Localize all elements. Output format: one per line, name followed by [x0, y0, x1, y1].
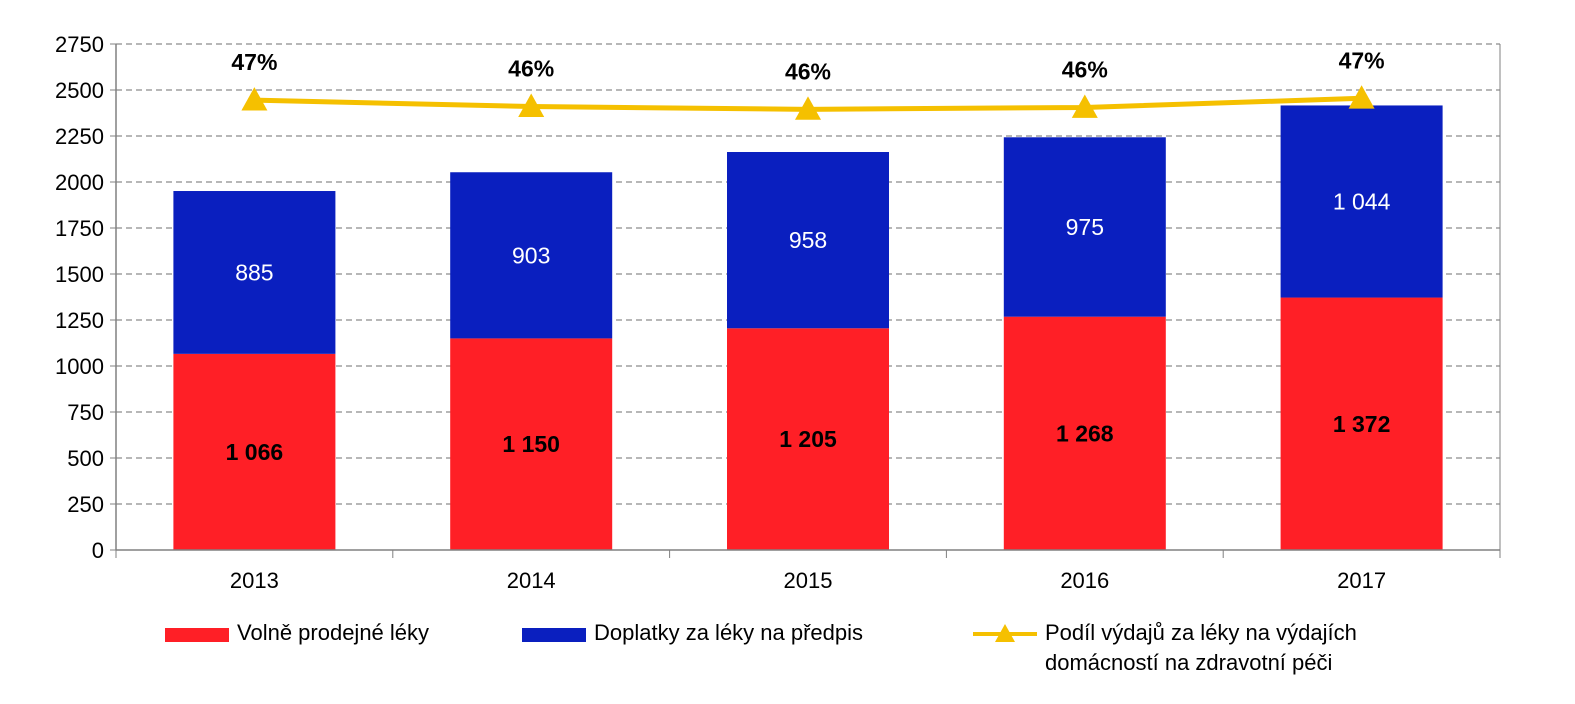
legend-item-podil: Podíl výdajů za léky na výdajích domácno… — [973, 618, 1357, 678]
legend-label-podil-line2: domácností na zdravotní péči — [1045, 650, 1333, 675]
bar-doplatky-2013 — [173, 191, 336, 354]
triangle-marker-icon — [241, 87, 268, 111]
y-tick-label: 1250 — [55, 308, 104, 333]
data-label-doplatky: 958 — [789, 227, 827, 253]
y-tick-label: 2250 — [55, 124, 104, 149]
share-label: 47% — [231, 49, 277, 75]
data-label-volne: 1 268 — [1056, 420, 1114, 446]
bar-volne-2015 — [727, 328, 889, 550]
x-tick-label: 2014 — [507, 568, 556, 593]
bar-volne-2014 — [450, 338, 613, 550]
triangle-marker-icon — [1348, 85, 1375, 109]
legend-item-volne: Volně prodejné léky — [165, 618, 429, 648]
share-line — [241, 85, 1375, 120]
legend-swatch-doplatky — [522, 628, 586, 642]
y-tick-label: 2500 — [55, 78, 104, 103]
legend-label-podil-line1: Podíl výdajů za léky na výdajích — [1045, 620, 1357, 645]
triangle-marker-icon — [995, 624, 1015, 642]
axes: 0 250 500 750 1000 1250 1500 1750 2000 2250 2500 27… — [55, 32, 1501, 593]
triangle-marker-icon — [795, 96, 821, 120]
y-tick-label: 1000 — [55, 354, 104, 379]
bar-volne-2016 — [1003, 316, 1166, 550]
x-tick-label: 2015 — [784, 568, 833, 593]
data-label-volne: 1 205 — [779, 426, 837, 452]
legend-label-volne: Volně prodejné léky — [237, 620, 430, 645]
share-label: 46% — [508, 56, 554, 82]
bar-volne-2013 — [173, 353, 336, 550]
data-label-doplatky: 975 — [1066, 214, 1104, 240]
data-label-doplatky: 903 — [512, 242, 550, 268]
legend-item-doplatky: Doplatky za léky na předpis — [522, 618, 863, 648]
data-label-volne: 1 372 — [1333, 411, 1391, 437]
bars — [173, 105, 1443, 550]
bar-doplatky-2017 — [1280, 105, 1443, 298]
y-tick-label: 1750 — [55, 216, 104, 241]
legend-label-doplatky: Doplatky za léky na předpis — [594, 620, 864, 645]
legend-line-podil — [973, 618, 1037, 648]
data-label-doplatky: 1 044 — [1333, 189, 1391, 215]
bar-doplatky-2016 — [1003, 137, 1166, 317]
y-tick-label: 0 — [92, 538, 104, 563]
y-tick-label: 750 — [67, 400, 104, 425]
data-labels: 1 066 885 1 150 903 1 205 958 1 268 975 1 372 1 0… — [226, 47, 1391, 465]
y-tick-label: 2750 — [55, 32, 104, 57]
x-tick-label: 2017 — [1337, 568, 1386, 593]
bar-volne-2017 — [1280, 297, 1443, 550]
share-label: 47% — [1339, 47, 1385, 73]
bar-doplatky-2015 — [727, 152, 889, 329]
triangle-marker-icon — [1071, 94, 1098, 118]
y-tick-label: 500 — [67, 446, 104, 471]
data-label-volne: 1 066 — [226, 439, 284, 465]
bar-doplatky-2014 — [450, 172, 613, 339]
triangle-marker-icon — [518, 93, 545, 117]
x-tick-label: 2016 — [1060, 568, 1109, 593]
data-label-doplatky: 885 — [235, 259, 273, 285]
y-tick-label: 2000 — [55, 170, 104, 195]
share-label: 46% — [785, 58, 831, 84]
y-tick-label: 250 — [67, 492, 104, 517]
y-tick-label: 1500 — [55, 262, 104, 287]
legend: Volně prodejné léky Doplatky za léky na … — [165, 618, 1545, 698]
legend-swatch-volne — [165, 628, 229, 642]
x-tick-label: 2013 — [230, 568, 279, 593]
share-label: 46% — [1062, 56, 1108, 82]
data-label-volne: 1 150 — [502, 431, 560, 457]
